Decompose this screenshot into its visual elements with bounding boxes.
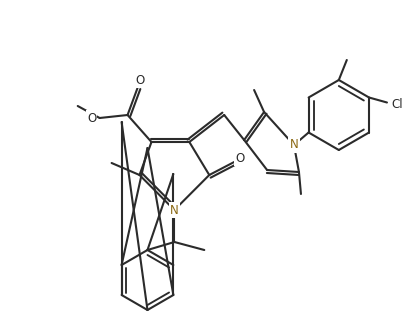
Text: Cl: Cl	[391, 98, 403, 111]
Text: O: O	[87, 112, 96, 125]
Text: N: N	[290, 138, 298, 151]
Text: N: N	[170, 204, 179, 216]
Text: O: O	[135, 74, 144, 87]
Text: O: O	[87, 112, 96, 125]
Text: O: O	[236, 151, 245, 165]
